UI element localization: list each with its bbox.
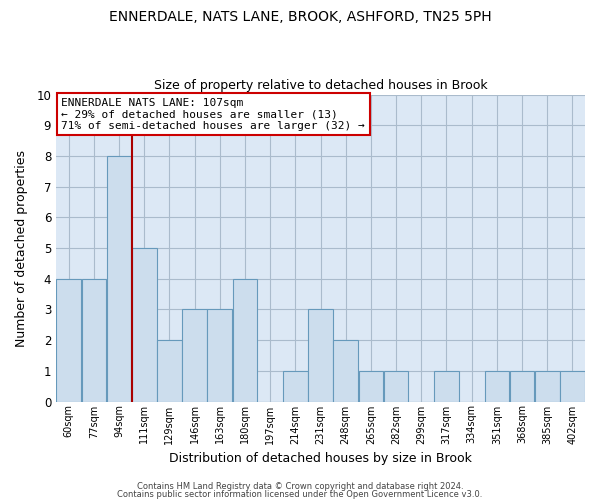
Bar <box>535 371 560 402</box>
Bar <box>308 310 333 402</box>
Bar <box>560 371 585 402</box>
Bar <box>359 371 383 402</box>
Bar <box>233 278 257 402</box>
Bar <box>384 371 409 402</box>
Y-axis label: Number of detached properties: Number of detached properties <box>15 150 28 346</box>
Text: Contains HM Land Registry data © Crown copyright and database right 2024.: Contains HM Land Registry data © Crown c… <box>137 482 463 491</box>
Bar <box>434 371 459 402</box>
Bar <box>157 340 182 402</box>
Text: ENNERDALE, NATS LANE, BROOK, ASHFORD, TN25 5PH: ENNERDALE, NATS LANE, BROOK, ASHFORD, TN… <box>109 10 491 24</box>
Bar <box>509 371 535 402</box>
Bar <box>182 310 207 402</box>
X-axis label: Distribution of detached houses by size in Brook: Distribution of detached houses by size … <box>169 452 472 465</box>
Bar <box>485 371 509 402</box>
Bar <box>132 248 157 402</box>
Bar <box>334 340 358 402</box>
Bar <box>56 278 81 402</box>
Text: ENNERDALE NATS LANE: 107sqm
← 29% of detached houses are smaller (13)
71% of sem: ENNERDALE NATS LANE: 107sqm ← 29% of det… <box>61 98 365 131</box>
Bar <box>208 310 232 402</box>
Title: Size of property relative to detached houses in Brook: Size of property relative to detached ho… <box>154 79 487 92</box>
Bar <box>283 371 308 402</box>
Text: Contains public sector information licensed under the Open Government Licence v3: Contains public sector information licen… <box>118 490 482 499</box>
Bar <box>107 156 131 402</box>
Bar <box>82 278 106 402</box>
